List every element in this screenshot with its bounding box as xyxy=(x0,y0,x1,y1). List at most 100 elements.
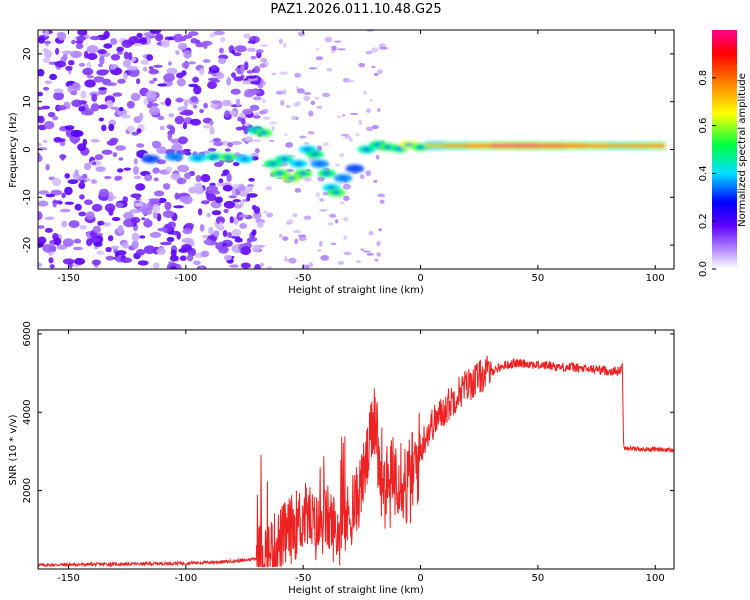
noise-speckle xyxy=(115,202,124,209)
noise-speckle xyxy=(136,128,142,134)
noise-speckle xyxy=(211,64,218,71)
noise-speckle xyxy=(241,80,252,85)
noise-speckle xyxy=(183,34,193,39)
noise-speckle xyxy=(379,46,389,50)
noise-speckle xyxy=(241,118,246,125)
x-tick-label: 100 xyxy=(646,273,665,284)
noise-speckle xyxy=(222,184,233,192)
noise-speckle xyxy=(141,217,146,221)
noise-speckle xyxy=(226,77,232,86)
noise-speckle xyxy=(181,244,192,251)
colorbar-gradient xyxy=(712,30,737,269)
noise-speckle xyxy=(307,131,315,135)
noise-speckle xyxy=(138,112,144,121)
noise-speckle xyxy=(138,37,147,42)
noise-speckle xyxy=(275,90,284,95)
noise-speckle xyxy=(282,89,287,95)
noise-speckle xyxy=(92,225,101,234)
noise-speckle xyxy=(188,83,199,88)
noise-speckle xyxy=(266,266,272,269)
noise-speckle xyxy=(91,161,97,165)
noise-speckle xyxy=(159,125,165,131)
colorbar-ticks: 0.0 0.2 0.4 0.6 0.8 xyxy=(698,70,716,277)
noise-speckle xyxy=(74,257,86,265)
signal-blob xyxy=(147,157,155,161)
noise-speckle xyxy=(305,264,310,269)
noise-speckle xyxy=(308,262,314,268)
noise-speckle xyxy=(43,121,55,130)
noise-speckle xyxy=(86,45,99,54)
noise-speckle xyxy=(280,100,285,106)
noise-speckle xyxy=(213,141,224,147)
noise-speckle xyxy=(202,59,211,63)
signal-band-segment xyxy=(467,144,492,147)
noise-speckle xyxy=(84,162,92,171)
noise-speckle xyxy=(79,224,87,230)
noise-speckle xyxy=(165,97,172,107)
noise-speckle xyxy=(170,173,181,181)
noise-speckle xyxy=(319,198,325,202)
noise-speckle xyxy=(149,30,162,34)
noise-speckle xyxy=(230,88,241,95)
noise-speckle xyxy=(67,179,79,185)
signal-blob xyxy=(363,148,371,151)
noise-speckle xyxy=(161,39,171,48)
noise-speckle xyxy=(246,70,254,74)
noise-speckle xyxy=(143,98,149,106)
noise-speckle xyxy=(365,170,372,177)
noise-speckle xyxy=(123,51,129,60)
noise-speckle xyxy=(288,257,297,264)
noise-speckle xyxy=(115,145,126,151)
noise-speckle xyxy=(243,122,250,127)
colorbar-tick-label: 0.4 xyxy=(698,165,709,181)
noise-speckle xyxy=(110,106,120,110)
noise-speckle xyxy=(377,108,381,112)
noise-speckle xyxy=(179,255,187,261)
y-tick-label: 10 xyxy=(22,95,33,108)
noise-speckle xyxy=(303,215,312,220)
snr-y-ticks: 2000 4000 6000 xyxy=(22,321,674,503)
noise-speckle xyxy=(56,105,67,111)
x-tick-label: -100 xyxy=(175,273,198,284)
noise-speckle xyxy=(176,72,184,79)
noise-speckle xyxy=(206,212,211,218)
noise-speckle xyxy=(99,69,110,74)
noise-speckle xyxy=(90,179,98,184)
noise-speckle xyxy=(349,113,359,115)
noise-speckle xyxy=(243,127,249,135)
noise-speckle xyxy=(162,210,175,219)
noise-speckle xyxy=(188,61,196,65)
noise-speckle xyxy=(152,262,160,269)
noise-speckle xyxy=(53,88,64,94)
noise-speckle xyxy=(156,159,167,165)
noise-speckle xyxy=(102,222,111,227)
noise-speckle xyxy=(366,252,374,256)
noise-speckle xyxy=(369,99,374,102)
noise-speckle xyxy=(62,258,75,265)
noise-speckle xyxy=(206,193,217,202)
noise-speckle xyxy=(120,114,131,119)
noise-speckle xyxy=(242,108,253,115)
signal-blob xyxy=(295,162,302,166)
noise-speckle xyxy=(279,71,289,75)
noise-speckle xyxy=(355,133,360,137)
noise-speckle xyxy=(99,55,105,65)
spectrogram-x-label: Height of straight line (km) xyxy=(288,285,424,296)
noise-speckle xyxy=(232,199,241,203)
noise-speckle xyxy=(126,66,139,71)
noise-speckle xyxy=(203,43,208,49)
colorbar-tick-label: 0.0 xyxy=(698,261,709,277)
noise-speckle xyxy=(282,42,287,49)
noise-speckle xyxy=(83,178,91,182)
noise-speckle xyxy=(213,230,220,237)
noise-speckle xyxy=(155,33,164,42)
noise-speckle xyxy=(315,56,323,61)
noise-speckle xyxy=(251,244,261,253)
snr-x-ticks: -150 -100 -50 0 50 100 xyxy=(57,330,665,584)
noise-speckle xyxy=(223,208,229,214)
noise-speckle xyxy=(133,43,143,47)
noise-speckle xyxy=(193,260,201,266)
noise-speckle xyxy=(133,166,139,175)
noise-speckle xyxy=(271,72,277,76)
noise-speckle xyxy=(374,258,379,262)
